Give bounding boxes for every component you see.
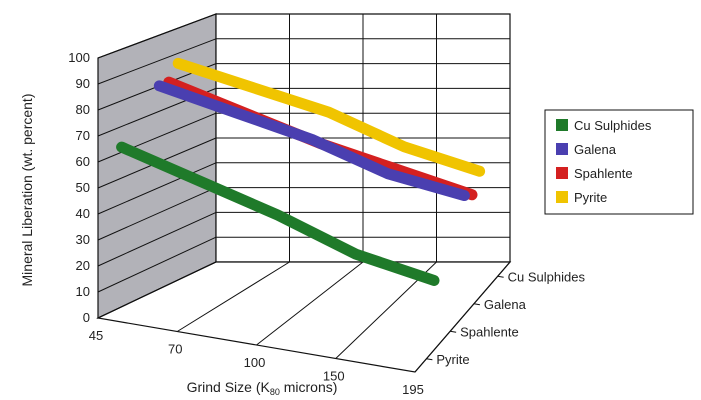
y-tick-label: 100 [68, 50, 90, 65]
data-point [311, 138, 313, 140]
side-gridline [97, 13, 217, 59]
depth-tick-label: Pyrite [436, 352, 469, 367]
y-tick-label: 20 [76, 258, 90, 273]
x-tick-label: 100 [244, 355, 266, 370]
data-point [253, 87, 255, 89]
data-point [158, 85, 160, 87]
x-tick-label: 150 [323, 369, 345, 384]
data-point [395, 168, 397, 170]
y-tick-label: 50 [76, 180, 90, 195]
depth-tick-label: Cu Sulphides [508, 269, 586, 284]
floor-gridline [256, 261, 364, 346]
x-tick-label: 195 [402, 382, 424, 397]
y-axis-label: Mineral Liberation (wt. percent) [19, 94, 35, 287]
legend-items: Cu Sulphides Galena Spahlente Pyrite [556, 118, 652, 205]
data-point [355, 253, 357, 255]
floor-gridline [176, 261, 290, 332]
data-point [199, 180, 201, 182]
legend-box [544, 109, 694, 215]
y-tick-label: 90 [76, 76, 90, 91]
depth-tick-label: Galena [484, 297, 527, 312]
side-gridline [97, 236, 217, 293]
depth-tick [473, 303, 480, 306]
legend-label: Pyrite [574, 190, 607, 205]
floor-gridline [97, 261, 217, 319]
data-point [121, 146, 123, 148]
data-point [479, 170, 481, 172]
x-axis-label: Grind Size (K80 microns) [187, 379, 338, 397]
data-point [433, 279, 435, 281]
y-tick-label: 60 [76, 154, 90, 169]
data-point [328, 111, 330, 113]
floor-gridline [414, 261, 511, 373]
legend-label: Spahlente [574, 166, 633, 181]
legend-swatch [556, 191, 568, 203]
depth-tick [426, 358, 433, 361]
data-point [471, 194, 473, 196]
y-tick-label: 40 [76, 206, 90, 221]
x-axis-label-subscript: 80 [270, 387, 280, 397]
legend-label: Cu Sulphides [574, 118, 652, 133]
legend-swatch [556, 143, 568, 155]
data-point [177, 62, 179, 64]
side-gridline [97, 112, 217, 163]
legend-swatch [556, 167, 568, 179]
data-point [235, 112, 237, 114]
side-gridline [97, 38, 217, 85]
side-gridline [97, 211, 217, 267]
depth-tick-label: Spahlente [460, 324, 519, 339]
data-point [403, 146, 405, 148]
x-tick-label: 70 [168, 342, 182, 357]
x-axis-label-suffix: microns) [280, 379, 338, 395]
data-point [168, 81, 170, 83]
data-point [463, 195, 465, 197]
y-tick-label: 80 [76, 102, 90, 117]
x-axis-label-main: Grind Size (K [187, 379, 271, 395]
side-gridline [97, 187, 217, 241]
legend-swatch [556, 119, 568, 131]
legend: Cu Sulphides Galena Spahlente Pyrite [544, 109, 694, 215]
data-point [277, 214, 279, 216]
y-tick-label: 10 [76, 284, 90, 299]
side-gridline [97, 162, 217, 215]
x-tick-label: 45 [89, 328, 103, 343]
data-point [387, 173, 389, 175]
series-ribbons [116, 57, 486, 286]
y-tick-label: 70 [76, 128, 90, 143]
legend-label: Galena [574, 142, 617, 157]
depth-tick [497, 275, 504, 278]
y-tick-label: 30 [76, 232, 90, 247]
depth-tick [450, 330, 457, 333]
tick-labels: 0 10 20 30 40 50 60 70 80 90 100 45 70 100 150 195 Cu Su… [68, 50, 585, 397]
y-tick-label: 0 [83, 310, 90, 325]
